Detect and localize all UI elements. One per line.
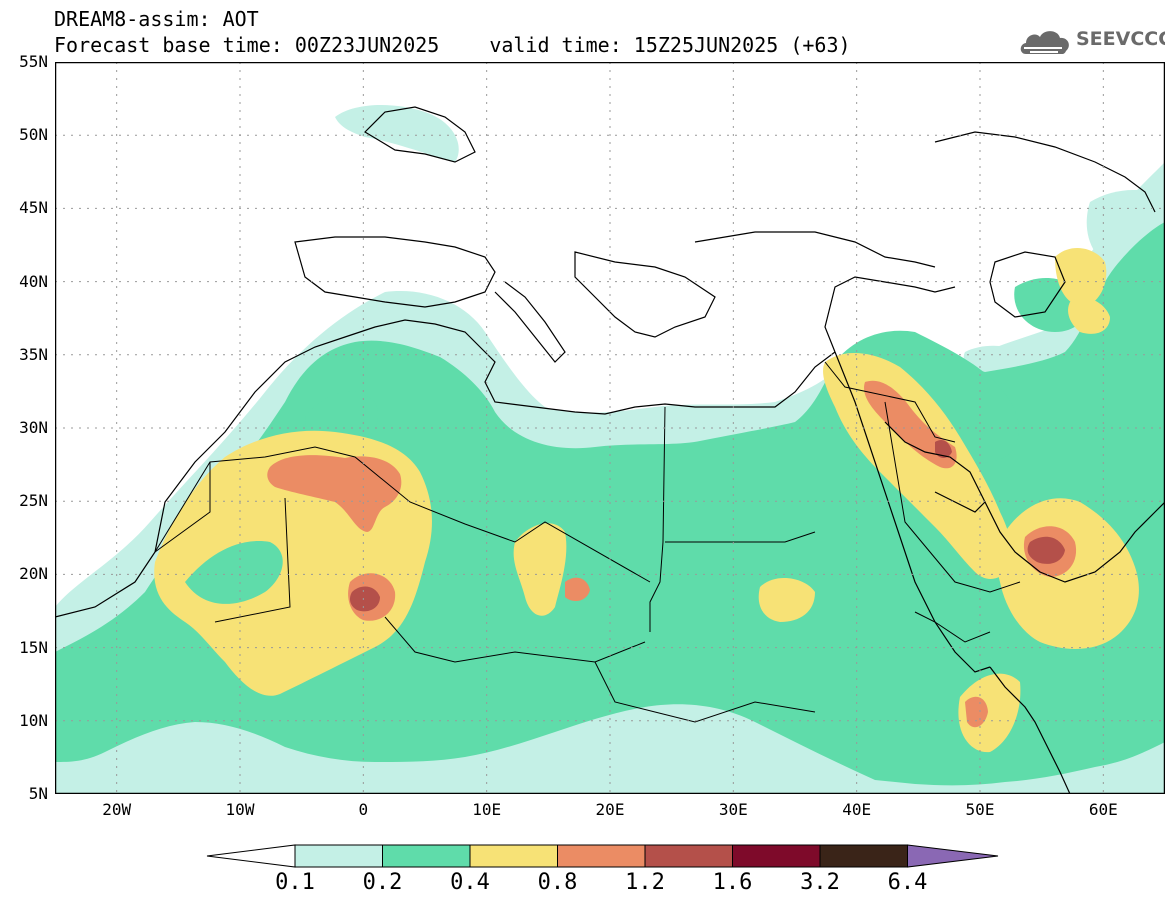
- colorbar-level-label: 1.2: [625, 870, 665, 895]
- logo-text: SEEVCCC: [1076, 28, 1165, 50]
- colorbar-swatch: [819, 844, 908, 868]
- lon-tick-label: 10W: [225, 800, 255, 819]
- aot-field-0.4: [154, 247, 1139, 753]
- coastlines: [55, 106, 1165, 794]
- colorbar-swatch: [644, 844, 733, 868]
- lon-tick-label: 0: [358, 800, 369, 819]
- lat-tick-label: 10N: [19, 710, 48, 730]
- lon-tick-label: 20E: [595, 800, 625, 819]
- aot-field-1.2: [349, 440, 1065, 612]
- colorbar-level-label: 0.2: [362, 870, 403, 895]
- lon-tick-label: 20W: [102, 800, 132, 819]
- colorbar-level-label: 0.8: [537, 870, 578, 895]
- colorbar-level-label: 6.4: [887, 870, 928, 895]
- gridlines: [55, 62, 1165, 794]
- cloud-icon: [1020, 31, 1069, 54]
- lon-tick-label: 50E: [965, 800, 995, 819]
- aot-map: [55, 62, 1165, 794]
- map-title: DREAM8-assim: AOT: [54, 7, 259, 31]
- lat-tick-label: 35N: [19, 344, 48, 364]
- lat-tick-label: 20N: [19, 564, 48, 584]
- lat-tick-label: 50N: [19, 125, 48, 145]
- map-canvas: [55, 62, 1165, 794]
- seevccc-logo: SEEVCCC: [1018, 24, 1165, 58]
- lon-tick-label: 60E: [1088, 800, 1118, 819]
- colorbar-level-label: 3.2: [800, 870, 840, 895]
- lat-tick-label: 30N: [19, 418, 48, 437]
- colorbar-level-label: 0.4: [450, 870, 490, 895]
- lat-tick-label: 15N: [19, 637, 48, 657]
- lat-tick-label: 5N: [28, 784, 48, 803]
- colorbar-level-label: 1.6: [712, 870, 753, 895]
- colorbar-swatch: [732, 844, 821, 868]
- colorbar-swatch: [382, 844, 471, 868]
- aot-field-0.8: [267, 380, 1077, 728]
- country-borders: [154, 361, 1021, 723]
- lat-tick-label: 40N: [19, 271, 48, 291]
- base-time: Forecast base time: 00Z23JUN2025: [54, 33, 440, 57]
- colorbar-swatch: [469, 844, 558, 868]
- lat-tick-label: 45N: [19, 198, 48, 218]
- colorbar-swatch: [557, 844, 646, 868]
- colorbar-low-extension: [206, 844, 296, 868]
- colorbar-level-label: 0.1: [275, 870, 315, 895]
- lat-tick-label: 55N: [19, 52, 48, 71]
- lon-tick-label: 30E: [718, 800, 748, 819]
- valid-time: valid time: 15Z25JUN2025 (+63): [489, 33, 851, 57]
- map-subtitle: Forecast base time: 00Z23JUN2025 valid ti…: [54, 34, 851, 56]
- colorbar: [206, 844, 999, 868]
- lat-tick-label: 25N: [19, 491, 48, 511]
- colorbar-high-extension: [907, 844, 999, 868]
- lon-tick-label: 10E: [472, 800, 502, 819]
- colorbar-swatch: [294, 844, 383, 868]
- lon-tick-label: 40E: [842, 800, 872, 819]
